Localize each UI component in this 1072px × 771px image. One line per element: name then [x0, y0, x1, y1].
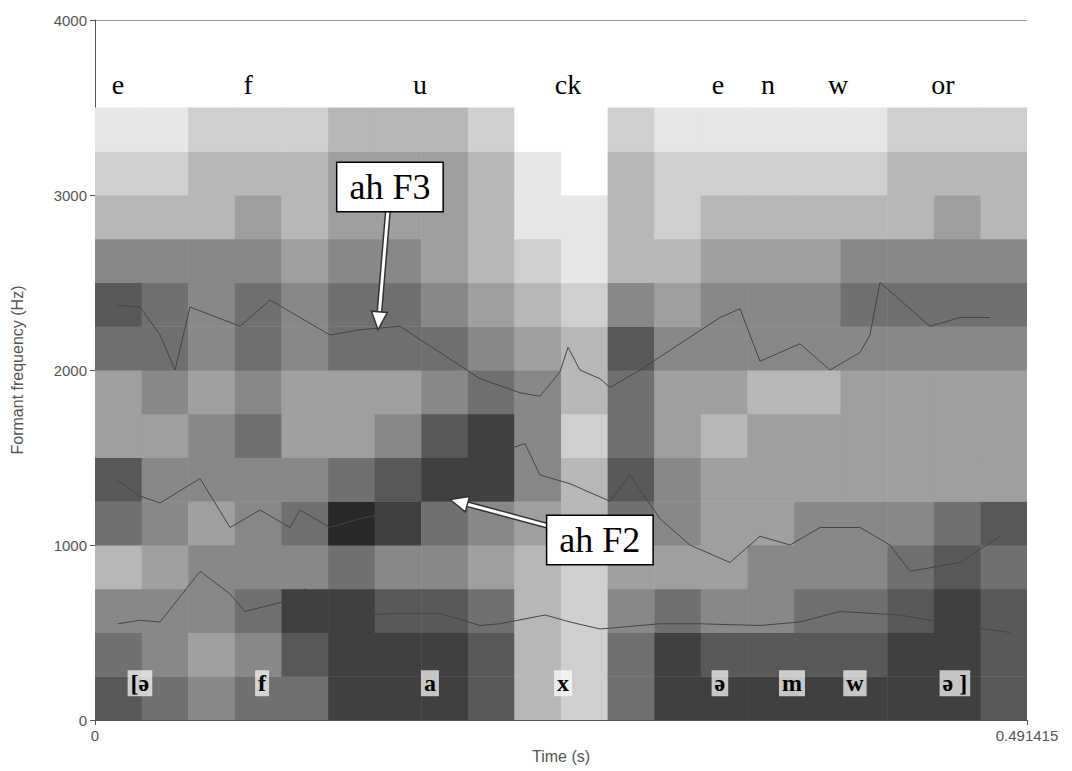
svg-text:n: n — [761, 69, 775, 100]
svg-text:3000: 3000 — [54, 187, 87, 204]
svg-text:ah F3: ah F3 — [349, 167, 430, 207]
svg-text:or: or — [931, 69, 955, 100]
svg-text:0.491415: 0.491415 — [996, 727, 1059, 744]
svg-text:w: w — [846, 670, 864, 696]
svg-text:1000: 1000 — [54, 537, 87, 554]
svg-text:ə ]: ə ] — [943, 670, 968, 696]
svg-text:ə: ə — [715, 670, 726, 696]
svg-text:0: 0 — [91, 727, 99, 744]
svg-text:Time (s): Time (s) — [532, 748, 590, 765]
svg-text:w: w — [828, 69, 849, 100]
svg-text:m: m — [782, 670, 802, 696]
svg-text:x: x — [557, 670, 569, 696]
svg-text:a: a — [424, 670, 436, 696]
svg-text:0: 0 — [79, 712, 87, 729]
svg-text:f: f — [258, 670, 267, 696]
svg-text:[ə: [ə — [131, 670, 150, 696]
svg-text:4000: 4000 — [54, 12, 87, 29]
svg-text:e: e — [112, 69, 124, 100]
svg-text:e: e — [712, 69, 724, 100]
svg-text:2000: 2000 — [54, 362, 87, 379]
svg-text:ck: ck — [555, 69, 581, 100]
svg-text:f: f — [243, 69, 253, 100]
svg-text:u: u — [413, 69, 427, 100]
svg-text:ah F2: ah F2 — [559, 520, 640, 560]
svg-text:Formant frequency (Hz): Formant frequency (Hz) — [9, 286, 26, 455]
